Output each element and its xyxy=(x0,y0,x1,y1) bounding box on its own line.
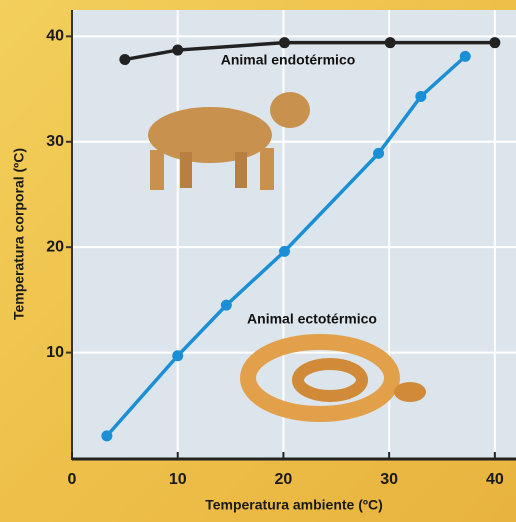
data-point xyxy=(172,44,184,56)
x-axis-label: Temperatura ambiente (ºC) xyxy=(205,497,383,513)
snake-illustration xyxy=(240,334,426,422)
data-point xyxy=(278,37,290,49)
y-axis-label: Temperatura corporal (ºC) xyxy=(11,148,27,320)
data-point xyxy=(489,37,501,49)
x-tick-label: 20 xyxy=(275,471,293,488)
cat-illustration xyxy=(148,92,310,190)
y-tick-label: 40 xyxy=(46,28,64,45)
y-tick-label: 20 xyxy=(46,238,64,255)
x-tick-label: 40 xyxy=(486,471,504,488)
x-tick-label: 0 xyxy=(68,471,77,488)
x-tick-label: 30 xyxy=(380,471,398,488)
data-point xyxy=(384,37,396,49)
data-point xyxy=(101,430,113,442)
plot-area xyxy=(72,10,516,458)
data-point xyxy=(459,50,471,62)
y-tick-label: 30 xyxy=(46,133,64,150)
y-tick-label: 10 xyxy=(46,344,64,361)
data-point xyxy=(172,350,184,362)
annotation: Animal endotérmico xyxy=(221,52,356,68)
data-point xyxy=(415,90,427,102)
data-point xyxy=(119,54,131,66)
annotation: Animal ectotérmico xyxy=(247,311,377,327)
data-point xyxy=(373,147,385,159)
data-point xyxy=(278,245,290,257)
data-point xyxy=(220,299,232,311)
x-tick-label: 10 xyxy=(169,471,187,488)
